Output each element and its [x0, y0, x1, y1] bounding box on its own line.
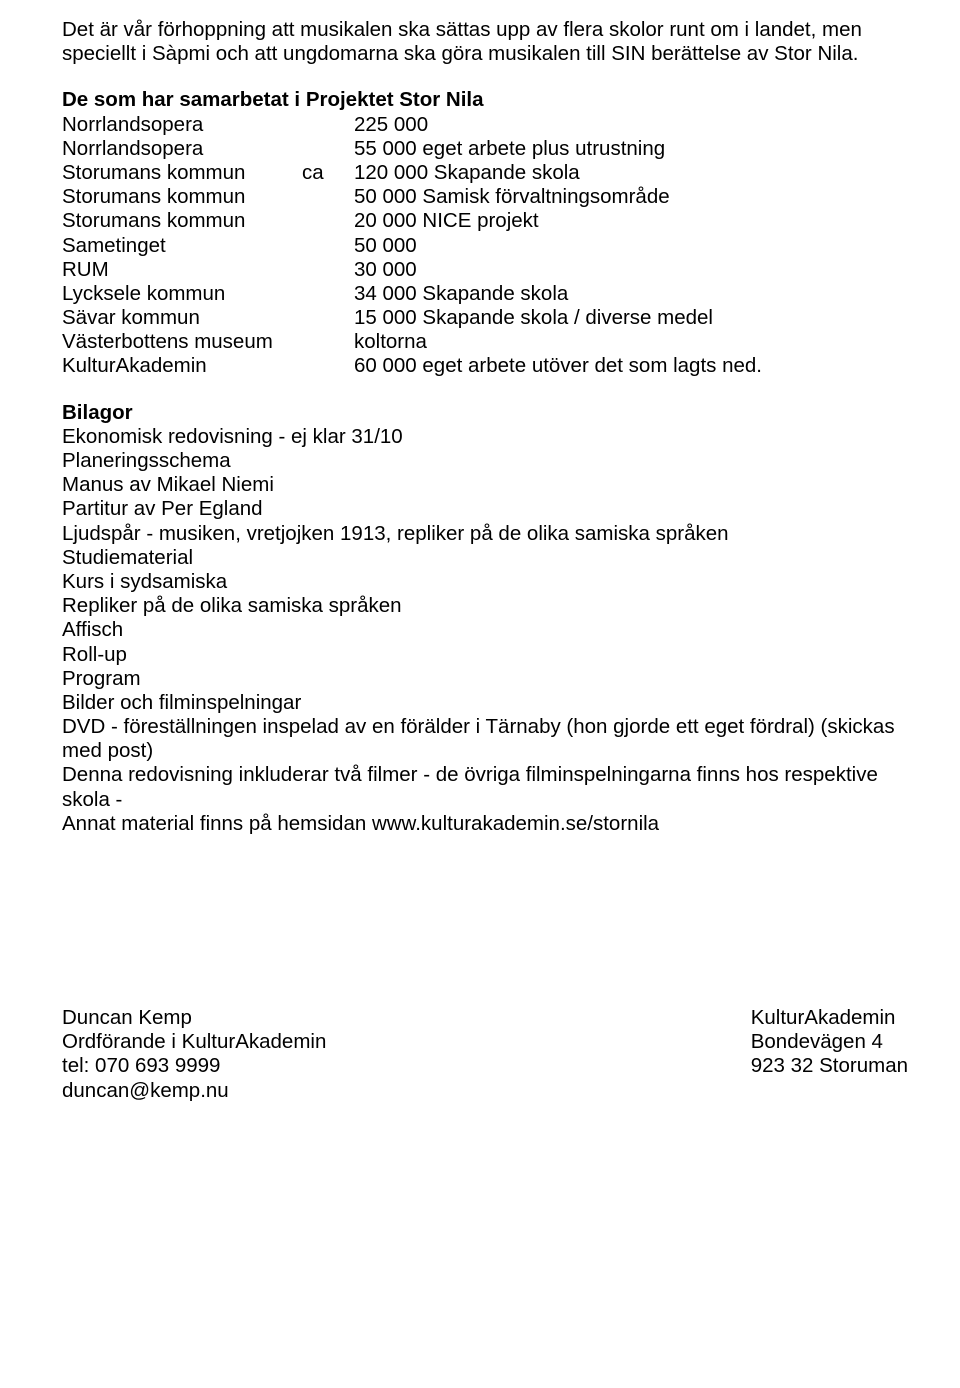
footer-org: KulturAkademin	[751, 1006, 908, 1030]
bilagor-section: Bilagor Ekonomisk redovisning - ej klar …	[62, 401, 908, 836]
funding-org: Storumans kommun	[62, 209, 302, 233]
funding-row: RUM 30 000	[62, 258, 908, 282]
funding-value: 15 000 Skapande skola / diverse medel	[354, 306, 908, 330]
funding-mid	[302, 354, 354, 378]
footer-name: Duncan Kemp	[62, 1006, 326, 1030]
funding-value: 20 000 NICE projekt	[354, 209, 908, 233]
funding-value: koltorna	[354, 330, 908, 354]
funding-value: 30 000	[354, 258, 908, 282]
funding-row: Storumans kommun 50 000 Samisk förvaltnin…	[62, 185, 908, 209]
funding-value: 120 000 Skapande skola	[354, 161, 908, 185]
bilagor-line: Planeringsschema	[62, 449, 908, 473]
funding-org: Storumans kommun	[62, 161, 302, 185]
funding-row: Sävar kommun 15 000 Skapande skola / dive…	[62, 306, 908, 330]
funding-row: Västerbottens museum koltorna	[62, 330, 908, 354]
funding-value: 225 000	[354, 113, 908, 137]
funding-org: Norrlandsopera	[62, 137, 302, 161]
funding-org: Norrlandsopera	[62, 113, 302, 137]
funding-title: De som har samarbetat i Projektet Stor N…	[62, 88, 908, 112]
bilagor-line: Studiematerial	[62, 546, 908, 570]
funding-mid	[302, 185, 354, 209]
funding-mid: ca	[302, 161, 354, 185]
footer: Duncan Kemp Ordförande i KulturAkademin …	[62, 1006, 908, 1103]
footer-email: duncan@kemp.nu	[62, 1079, 326, 1103]
funding-row: Sametinget 50 000	[62, 234, 908, 258]
bilagor-line: Bilder och filminspelningar	[62, 691, 908, 715]
bilagor-line: Ekonomisk redovisning - ej klar 31/10	[62, 425, 908, 449]
footer-right: KulturAkademin Bondevägen 4 923 32 Storu…	[751, 1006, 908, 1103]
footer-tel: tel: 070 693 9999	[62, 1054, 326, 1078]
bilagor-title: Bilagor	[62, 401, 908, 425]
funding-row: Norrlandsopera 225 000	[62, 113, 908, 137]
funding-org: Storumans kommun	[62, 185, 302, 209]
funding-org: Sävar kommun	[62, 306, 302, 330]
funding-row: Lycksele kommun 34 000 Skapande skola	[62, 282, 908, 306]
funding-value: 50 000 Samisk förvaltningsområde	[354, 185, 908, 209]
bilagor-line: Ljudspår - musiken, vretjojken 1913, rep…	[62, 522, 908, 546]
funding-value: 55 000 eget arbete plus utrustning	[354, 137, 908, 161]
funding-mid	[302, 306, 354, 330]
bilagor-line: Affisch	[62, 618, 908, 642]
funding-row: Norrlandsopera 55 000 eget arbete plus ut…	[62, 137, 908, 161]
funding-mid	[302, 330, 354, 354]
footer-role: Ordförande i KulturAkademin	[62, 1030, 326, 1054]
funding-row: KulturAkademin 60 000 eget arbete utöver …	[62, 354, 908, 378]
bilagor-line: Program	[62, 667, 908, 691]
bilagor-line: Partitur av Per Egland	[62, 497, 908, 521]
funding-mid	[302, 282, 354, 306]
bilagor-line: Annat material finns på hemsidan www.kul…	[62, 812, 908, 836]
funding-row: Storumans kommunca120 000 Skapande skola	[62, 161, 908, 185]
bilagor-line: Manus av Mikael Niemi	[62, 473, 908, 497]
funding-org: RUM	[62, 258, 302, 282]
funding-mid	[302, 258, 354, 282]
funding-mid	[302, 209, 354, 233]
footer-postal: 923 32 Storuman	[751, 1054, 908, 1078]
funding-org: Sametinget	[62, 234, 302, 258]
footer-left: Duncan Kemp Ordförande i KulturAkademin …	[62, 1006, 326, 1103]
funding-mid	[302, 234, 354, 258]
funding-mid	[302, 113, 354, 137]
funding-org: Lycksele kommun	[62, 282, 302, 306]
funding-value: 60 000 eget arbete utöver det som lagts …	[354, 354, 908, 378]
funding-org: Västerbottens museum	[62, 330, 302, 354]
funding-section: De som har samarbetat i Projektet Stor N…	[62, 88, 908, 378]
bilagor-line: Repliker på de olika samiska språken	[62, 594, 908, 618]
bilagor-line: Kurs i sydsamiska	[62, 570, 908, 594]
bilagor-line: Roll-up	[62, 643, 908, 667]
funding-value: 34 000 Skapande skola	[354, 282, 908, 306]
funding-value: 50 000	[354, 234, 908, 258]
funding-org: KulturAkademin	[62, 354, 302, 378]
intro-paragraph: Det är vår förhoppning att musikalen ska…	[62, 18, 908, 66]
funding-row: Storumans kommun 20 000 NICE projekt	[62, 209, 908, 233]
bilagor-line: DVD - föreställningen inspelad av en för…	[62, 715, 908, 763]
funding-mid	[302, 137, 354, 161]
bilagor-line: Denna redovisning inkluderar två filmer …	[62, 763, 908, 811]
footer-address: Bondevägen 4	[751, 1030, 908, 1054]
